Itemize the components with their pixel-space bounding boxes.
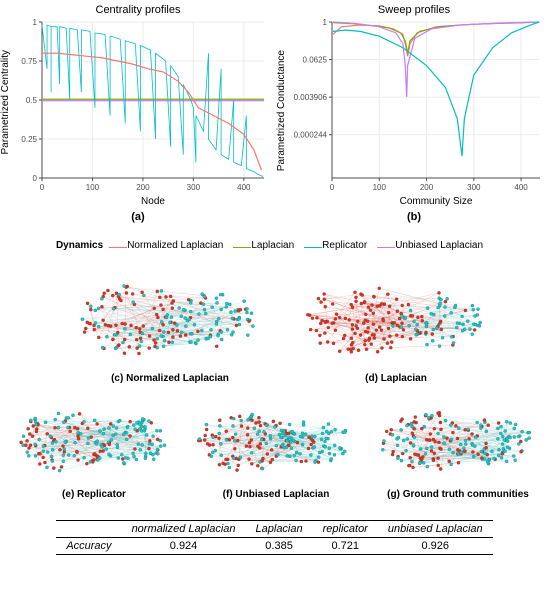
svg-text:100: 100	[86, 183, 100, 192]
net-c-label: (c) Normalized Laplacian	[70, 373, 270, 384]
table-cell: 0.924	[122, 538, 246, 555]
table-col: normalized Laplacian	[122, 521, 246, 538]
svg-text:400: 400	[514, 183, 528, 192]
svg-text:400: 400	[237, 183, 251, 192]
legend-title: Dynamics	[56, 240, 103, 251]
svg-text:300: 300	[187, 183, 201, 192]
net-d-label: (d) Laplacian	[296, 373, 496, 384]
net-f-label: (f) Unbiased Laplacian	[190, 489, 362, 500]
table-cell: 0.385	[246, 538, 313, 555]
legend-label: Laplacian	[251, 240, 294, 251]
dynamics-legend: Dynamics Normalized Laplacian Laplacian Re…	[0, 240, 549, 251]
net-e-label: (e) Replicator	[8, 489, 180, 500]
legend-swatch	[233, 247, 251, 249]
table-col: replicator	[313, 521, 378, 538]
net-d	[296, 268, 496, 368]
svg-text:200: 200	[420, 183, 434, 192]
legend-swatch	[304, 247, 322, 249]
svg-text:1: 1	[33, 18, 38, 27]
legend-label: Normalized Laplacian	[127, 240, 223, 251]
panel-a-xlabel: Node	[36, 196, 270, 207]
table-col: unbiased Laplacian	[378, 521, 493, 538]
svg-text:0.5: 0.5	[26, 96, 38, 105]
svg-text:300: 300	[467, 183, 481, 192]
sweep-chart: 0.000244 0.003906 0.0625 1 0 100 200 300 400	[282, 16, 546, 196]
svg-text:0.0625: 0.0625	[303, 56, 328, 65]
table-col: Laplacian	[246, 521, 313, 538]
panel-a-title: Centrality profiles	[6, 4, 270, 16]
legend-swatch	[109, 247, 127, 249]
svg-text:0.25: 0.25	[21, 135, 37, 144]
panel-a-label: (a)	[6, 211, 270, 223]
svg-text:200: 200	[136, 183, 150, 192]
panel-a-ylabel: Parametrized Centrality	[0, 50, 11, 154]
panel-b-xlabel: Community Size	[326, 196, 546, 207]
net-g	[372, 394, 544, 484]
legend-swatch	[377, 247, 395, 249]
accuracy-table-wrap: normalized LaplacianLaplacianreplicatoru…	[0, 520, 549, 555]
net-f	[190, 394, 362, 484]
svg-text:0.000244: 0.000244	[294, 131, 328, 140]
svg-text:1: 1	[323, 18, 328, 27]
legend-label: Unbiased Laplacian	[395, 240, 483, 251]
table-row-label: Accuracy	[56, 538, 121, 555]
svg-text:0.003906: 0.003906	[294, 93, 328, 102]
svg-text:0: 0	[33, 174, 38, 183]
table-cell: 0.721	[313, 538, 378, 555]
net-c	[70, 268, 270, 368]
net-g-label: (g) Ground truth communities	[372, 489, 544, 500]
svg-text:0: 0	[40, 183, 45, 192]
panel-b-label: (b)	[282, 211, 546, 223]
centrality-chart: 0 0.25 0.5 0.75 1 0 100 200 300 400	[6, 16, 270, 196]
svg-text:100: 100	[373, 183, 387, 192]
svg-text:0: 0	[330, 183, 335, 192]
svg-text:0.75: 0.75	[21, 57, 37, 66]
table-cell: 0.926	[378, 538, 493, 555]
panel-b-title: Sweep profiles	[282, 4, 546, 16]
accuracy-table: normalized LaplacianLaplacianreplicatoru…	[56, 520, 492, 555]
legend-label: Replicator	[322, 240, 367, 251]
net-e	[8, 394, 180, 484]
panel-b-ylabel: Parametrized Conductance	[276, 50, 287, 171]
